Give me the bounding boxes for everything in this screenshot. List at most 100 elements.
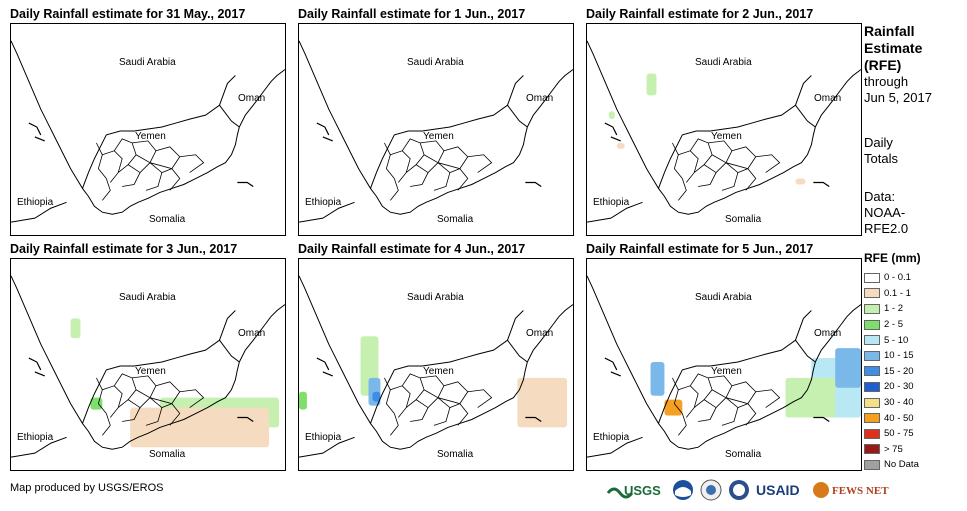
legend-row: 50 - 75 — [864, 426, 921, 442]
rainfall-area — [70, 318, 81, 339]
rainfall-area — [835, 348, 861, 388]
legend-label: 0 - 0.1 — [884, 272, 911, 284]
legend-row: 10 - 15 — [864, 348, 921, 364]
ethiopia-label: Ethiopia — [305, 197, 342, 208]
panel-title: Daily Rainfall estimate for 1 Jun., 2017 — [298, 7, 526, 21]
rainfall-map: Saudi Arabia Oman Yemen Ethiopia Somalia — [10, 258, 286, 471]
somalia-label: Somalia — [725, 214, 762, 225]
panel-title: Daily Rainfall estimate for 31 May., 201… — [10, 7, 246, 21]
oman-label: Oman — [814, 93, 842, 104]
yemen-label: Yemen — [423, 366, 454, 377]
data-source-line1: NOAA- — [864, 205, 906, 220]
somalia-label: Somalia — [149, 214, 186, 225]
map-panel: Daily Rainfall estimate for 4 Jun., 2017… — [298, 241, 574, 471]
legend-label: 5 - 10 — [884, 334, 909, 346]
somalia-label: Somalia — [149, 449, 186, 460]
somalia-label: Somalia — [725, 449, 762, 460]
map-drawing — [587, 275, 861, 458]
legend-swatch — [864, 335, 880, 346]
daily-text: Daily — [864, 135, 893, 150]
rainfall-area — [130, 407, 270, 448]
data-source-note: Data: NOAA- RFE2.0 — [864, 189, 908, 237]
oman-label: Oman — [238, 93, 266, 104]
panel-title: Daily Rainfall estimate for 5 Jun., 2017 — [586, 242, 814, 256]
map-panel: Daily Rainfall estimate for 31 May., 201… — [10, 6, 286, 236]
legend-row: 40 - 50 — [864, 410, 921, 426]
legend-title: RFE (mm) — [864, 251, 921, 265]
yemen-label: Yemen — [135, 366, 166, 377]
legend-label: 40 - 50 — [884, 412, 914, 424]
rainfall-map: Saudi Arabia Oman Yemen Ethiopia Somalia — [10, 23, 286, 236]
oman-label: Oman — [526, 328, 554, 339]
legend-row: 1 - 2 — [864, 301, 921, 317]
logo-bar: USGS USAID FEWS NET — [606, 479, 892, 501]
ethiopia-label: Ethiopia — [17, 432, 54, 443]
legend-label: No Data — [884, 459, 919, 471]
legend-swatch — [864, 397, 880, 408]
map-panel: Daily Rainfall estimate for 1 Jun., 2017… — [298, 6, 574, 236]
nasa-seal-logo — [700, 479, 722, 501]
legend-row: 0.1 - 1 — [864, 286, 921, 302]
panel-title: Daily Rainfall estimate for 2 Jun., 2017 — [586, 7, 814, 21]
legend-row: 5 - 10 — [864, 332, 921, 348]
saudi-label: Saudi Arabia — [695, 292, 752, 303]
legend-swatch — [864, 288, 880, 299]
daily-totals-note: Daily Totals — [864, 135, 898, 167]
rainfall-area — [650, 362, 665, 396]
totals-text: Totals — [864, 151, 898, 166]
ethiopia-label: Ethiopia — [17, 197, 54, 208]
svg-text:USGS: USGS — [624, 483, 661, 498]
rfe-title-line2: Estimate — [864, 40, 923, 56]
ethiopia-label: Ethiopia — [593, 432, 630, 443]
data-label: Data: — [864, 189, 896, 204]
legend-swatch — [864, 444, 880, 455]
legend-swatch — [864, 381, 880, 392]
rfe-title-line1: Rainfall — [864, 23, 915, 39]
somalia-label: Somalia — [437, 214, 474, 225]
usgs-logo: USGS — [606, 483, 661, 499]
through-text: through — [864, 74, 909, 89]
saudi-label: Saudi Arabia — [407, 292, 464, 303]
rfe-title-line3: (RFE) — [864, 57, 902, 73]
rainfall-area — [795, 178, 806, 185]
yemen-label: Yemen — [711, 131, 742, 142]
legend-label: > 75 — [884, 443, 903, 455]
rainfall-area — [646, 73, 657, 96]
panel-title: Daily Rainfall estimate for 4 Jun., 2017 — [298, 242, 526, 256]
usaid-logo: USAID — [756, 482, 800, 498]
legend-label: 2 - 5 — [884, 319, 904, 331]
ethiopia-label: Ethiopia — [593, 197, 630, 208]
map-panel: Daily Rainfall estimate for 5 Jun., 2017… — [586, 241, 862, 471]
svg-text:FEWS NET: FEWS NET — [832, 485, 889, 497]
legend-heading: Rainfall Estimate (RFE) through Jun 5, 2… — [864, 23, 932, 106]
rainfall-area — [608, 111, 615, 120]
legend-row: 0 - 0.1 — [864, 270, 921, 286]
legend-label: 50 - 75 — [884, 428, 914, 440]
through-date: Jun 5, 2017 — [864, 90, 932, 105]
map-drawing — [587, 40, 861, 223]
oman-label: Oman — [814, 328, 842, 339]
legend-swatch — [864, 413, 880, 424]
noaa-logo — [673, 480, 693, 500]
svg-text:USAID: USAID — [756, 482, 800, 498]
rainfall-area — [517, 377, 568, 428]
map-drawing — [299, 40, 573, 223]
ethiopia-label: Ethiopia — [305, 432, 342, 443]
legend-label: 0.1 - 1 — [884, 287, 911, 299]
map-panel: Daily Rainfall estimate for 3 Jun., 2017… — [10, 241, 286, 471]
rainfall-map: Saudi Arabia Oman Yemen Ethiopia Somalia — [586, 258, 862, 471]
usaid-seal-logo — [729, 480, 749, 500]
saudi-label: Saudi Arabia — [119, 57, 176, 68]
rainfall-area — [616, 142, 625, 149]
rainfall-area — [372, 391, 381, 402]
legend-swatch — [864, 366, 880, 377]
legend-label: 1 - 2 — [884, 303, 904, 315]
legend-row: No Data — [864, 457, 921, 473]
rainfall-area — [785, 377, 836, 418]
rainfall-map: Saudi Arabia Oman Yemen Ethiopia Somalia — [298, 258, 574, 471]
legend-swatch — [864, 428, 880, 439]
yemen-label: Yemen — [711, 366, 742, 377]
legend-swatch — [864, 319, 880, 330]
legend-swatch — [864, 272, 880, 283]
rainfall-map: Saudi Arabia Oman Yemen Ethiopia Somalia — [586, 23, 862, 236]
